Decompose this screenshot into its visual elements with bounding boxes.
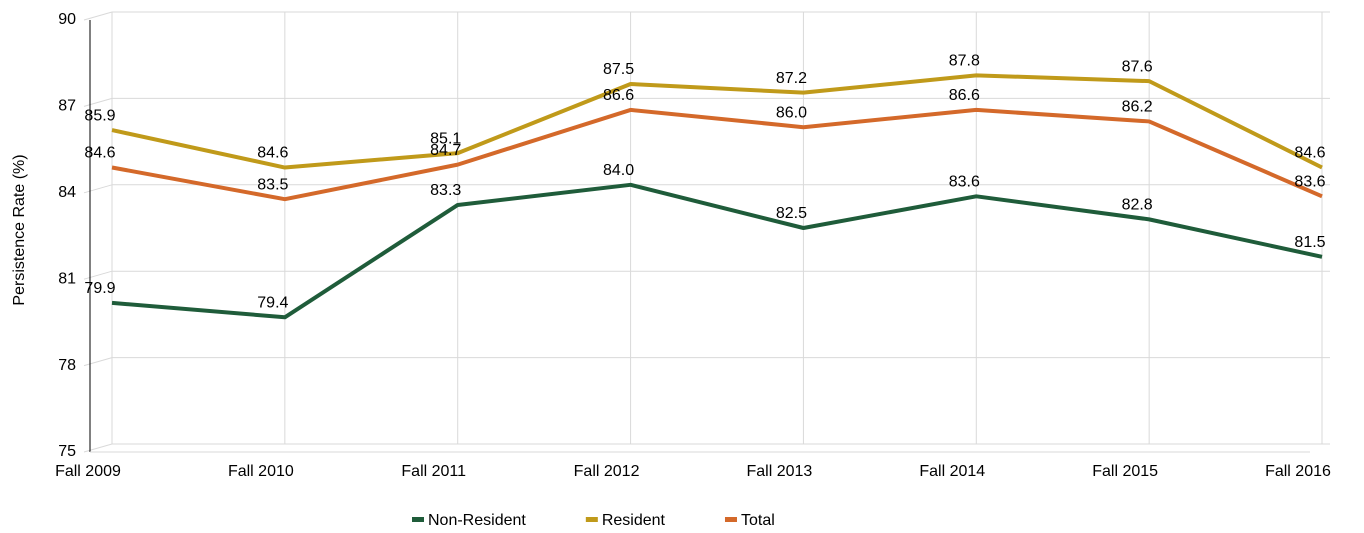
- x-tick-label: Fall 2013: [747, 463, 813, 480]
- x-tick-label: Fall 2015: [1092, 463, 1158, 480]
- data-label: 82.8: [1122, 197, 1153, 214]
- data-label: 87.2: [776, 70, 807, 87]
- series-line: [111, 107, 1323, 202]
- data-label: 84.6: [257, 145, 288, 162]
- data-label: 84.0: [603, 162, 634, 179]
- x-tick-label: Fall 2014: [919, 463, 985, 480]
- x-tick-label: Fall 2009: [55, 463, 121, 480]
- data-label: 83.5: [257, 176, 288, 193]
- x-tick-label: Fall 2016: [1265, 463, 1331, 480]
- legend-label: Non-Resident: [428, 512, 526, 529]
- data-label: 87.8: [949, 53, 980, 70]
- y-tick-label: 81: [58, 270, 76, 287]
- data-label: 81.5: [1294, 234, 1325, 251]
- series-line: [111, 73, 1323, 170]
- tick-mark: [83, 357, 113, 367]
- data-label: 79.9: [84, 280, 115, 297]
- y-tick-label: 84: [58, 184, 76, 201]
- y-tick-label: 87: [58, 98, 76, 115]
- legend-marker: [412, 517, 424, 522]
- legend-marker: [724, 517, 737, 522]
- y-axis-label: Persistence Rate (%): [11, 154, 28, 305]
- data-label: 84.7: [430, 142, 461, 159]
- data-label: 86.2: [1122, 99, 1153, 116]
- data-label: 79.4: [257, 294, 288, 311]
- y-tick-label: 78: [58, 357, 76, 374]
- y-tick-label: 75: [58, 443, 76, 460]
- data-label: 87.6: [1122, 58, 1153, 75]
- series-line: [111, 182, 1323, 320]
- data-label: 84.6: [1294, 145, 1325, 162]
- x-tick-label: Fall 2010: [228, 463, 294, 480]
- data-label: 86.6: [603, 87, 634, 104]
- data-label: 86.6: [949, 87, 980, 104]
- data-label: 84.6: [84, 145, 115, 162]
- data-label: 85.9: [84, 107, 115, 124]
- tick-mark: [83, 97, 113, 107]
- data-label: 85.1: [430, 130, 461, 147]
- y-tick-label: 90: [58, 11, 76, 28]
- x-tick-label: Fall 2011: [401, 463, 466, 480]
- data-label: 82.5: [776, 205, 807, 222]
- data-label: 83.3: [430, 182, 461, 199]
- tick-mark: [83, 270, 113, 280]
- x-tick-label: Fall 2012: [574, 463, 640, 480]
- legend-marker: [585, 517, 598, 522]
- tick-mark: [83, 443, 113, 453]
- legend-label: Total: [741, 512, 775, 529]
- data-label: 86.0: [776, 104, 807, 121]
- tick-mark: [83, 184, 113, 194]
- data-label: 87.5: [603, 61, 634, 78]
- data-label: 83.6: [1294, 174, 1325, 191]
- data-label: 83.6: [949, 174, 980, 191]
- legend-label: Resident: [602, 512, 666, 529]
- tick-mark: [83, 11, 113, 21]
